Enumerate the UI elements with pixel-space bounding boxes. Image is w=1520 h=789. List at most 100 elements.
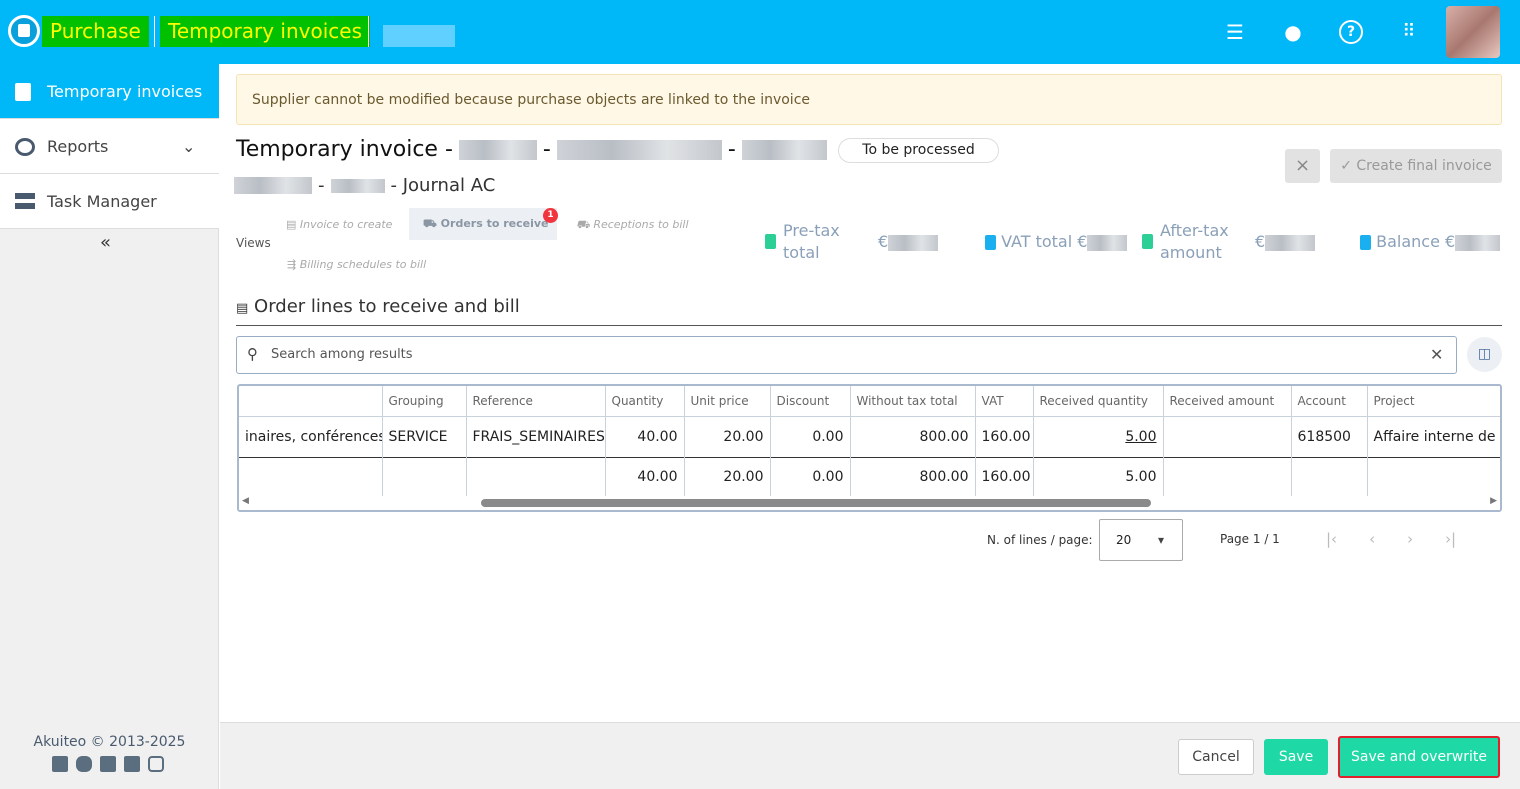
views-label: Views <box>236 236 271 250</box>
lightbulb-icon[interactable]: ● <box>1284 20 1302 44</box>
column-header[interactable]: Received amount <box>1163 386 1292 417</box>
document-icon <box>765 234 776 249</box>
balance: Balance € <box>1360 231 1501 253</box>
total-cell: 40.00 <box>605 457 685 496</box>
table-cell: Affaire interne de l <box>1367 416 1500 457</box>
avatar[interactable] <box>1446 6 1500 58</box>
last-page-icon[interactable]: ›| <box>1445 530 1457 548</box>
cancel-invoice-button[interactable]: × <box>1285 149 1320 183</box>
page-title: Temporary invoice - - - <box>236 137 827 162</box>
column-header[interactable]: Account <box>1291 386 1368 417</box>
document-dollar-icon <box>985 235 996 250</box>
total-cell <box>239 457 383 496</box>
total-cell <box>466 457 606 496</box>
column-header[interactable]: Reference <box>466 386 606 417</box>
app-logo-icon[interactable] <box>8 15 40 47</box>
table-cell: 160.00 <box>975 416 1034 457</box>
total-cell <box>1291 457 1368 496</box>
warning-alert: Supplier cannot be modified because purc… <box>236 74 1502 125</box>
total-cell: 5.00 <box>1033 457 1164 496</box>
pre-tax-total: Pre-tax total <box>765 220 845 264</box>
horizontal-scrollbar[interactable]: ◀ ▶ <box>239 496 1500 510</box>
breadcrumb-temporary-invoices[interactable]: Temporary invoices <box>160 16 371 47</box>
sidebar-item-task-manager[interactable]: Task Manager <box>0 174 219 229</box>
total-cell <box>382 457 467 496</box>
sidebar-item-reports[interactable]: Reports ⌄ <box>0 119 219 174</box>
page-subtitle: - - Journal AC <box>234 175 495 196</box>
document-dollar-icon <box>1360 235 1371 250</box>
sidebar-item-temporary-invoices[interactable]: Temporary invoices <box>0 64 219 119</box>
column-header[interactable]: Grouping <box>382 386 467 417</box>
next-page-icon[interactable]: › <box>1407 530 1414 548</box>
tab-receptions-to-bill[interactable]: ⛟ Receptions to bill <box>576 218 689 231</box>
column-settings-button[interactable]: ◫ <box>1467 337 1502 372</box>
section-title: ▤ Order lines to receive and bill <box>236 296 1502 326</box>
table-cell: SERVICE <box>382 416 467 457</box>
table-cell: 20.00 <box>684 416 771 457</box>
prev-page-icon[interactable]: ‹ <box>1369 530 1376 548</box>
lines-per-page-label: N. of lines / page: <box>987 533 1093 547</box>
table-cell[interactable]: 5.00 <box>1033 416 1164 457</box>
clear-search-icon[interactable]: ✕ <box>1430 345 1444 364</box>
chevron-down-icon[interactable]: ⌄ <box>182 137 196 156</box>
column-header[interactable]: Project <box>1367 386 1500 417</box>
table-cell: 0.00 <box>770 416 851 457</box>
table-cell: 618500 <box>1291 416 1368 457</box>
create-final-invoice-button[interactable]: ✓ Create final invoice <box>1330 149 1502 183</box>
column-header[interactable]: Received quantity <box>1033 386 1164 417</box>
save-and-overwrite-button[interactable]: Save and overwrite <box>1338 736 1500 778</box>
total-cell: 160.00 <box>975 457 1034 496</box>
tab-billing-schedules-to-bill[interactable]: ⇶ Billing schedules to bill <box>287 258 427 271</box>
total-cell: 20.00 <box>684 457 771 496</box>
table-icon: ▤ <box>236 301 249 316</box>
copyright: Akuiteo © 2013-2025 <box>33 734 186 750</box>
table-cell: FRAIS_SEMINAIRES <box>466 416 606 457</box>
total-cell <box>1163 457 1292 496</box>
column-header[interactable]: Unit price <box>684 386 771 417</box>
notification-badge: 1 <box>543 208 558 223</box>
sidebar: Temporary invoices Reports ⌄ Task Manage… <box>0 64 219 789</box>
total-cell <box>1367 457 1500 496</box>
chart-icon <box>15 138 35 156</box>
search-input[interactable]: ⚲ Search among results ✕ <box>236 336 1457 374</box>
top-bar: Purchase Temporary invoices ☰ ● ? ⠿ <box>0 0 1520 64</box>
column-header[interactable]: Quantity <box>605 386 685 417</box>
server-icon <box>15 193 35 209</box>
sidebar-item-label: Temporary invoices <box>47 82 203 101</box>
document-icon <box>1142 234 1153 249</box>
save-button[interactable]: Save <box>1264 739 1328 775</box>
column-header[interactable]: Discount <box>770 386 851 417</box>
collapse-sidebar-button[interactable]: « <box>100 232 112 253</box>
breadcrumb-purchase[interactable]: Purchase <box>42 16 149 47</box>
column-header[interactable]: VAT <box>975 386 1034 417</box>
lines-per-page-select[interactable]: 20 ▾ <box>1099 519 1183 561</box>
linkedin-icon[interactable] <box>100 756 116 772</box>
search-icon: ⚲ <box>247 345 258 363</box>
status-badge: To be processed <box>838 138 999 163</box>
instagram-icon[interactable] <box>148 756 164 772</box>
akuiteo-icon[interactable] <box>52 756 68 772</box>
table-cell: 800.00 <box>850 416 976 457</box>
first-page-icon[interactable]: |‹ <box>1326 530 1338 548</box>
sidebar-item-label: Reports <box>47 137 109 156</box>
sliders-icon[interactable]: ☰ <box>1226 20 1244 44</box>
facebook-icon[interactable] <box>124 756 140 772</box>
total-cell: 800.00 <box>850 457 976 496</box>
bluesky-icon[interactable] <box>76 756 92 772</box>
total-cell: 0.00 <box>770 457 851 496</box>
help-icon[interactable]: ? <box>1339 20 1363 44</box>
apps-grid-icon[interactable]: ⠿ <box>1402 21 1416 42</box>
tab-invoice-to-create[interactable]: ▤ Invoice to create <box>286 218 393 231</box>
caret-down-icon: ▾ <box>1158 533 1165 547</box>
order-lines-table: Grouping Reference Quantity Unit price Disco… <box>237 384 1502 512</box>
column-header[interactable] <box>239 386 383 417</box>
cancel-button[interactable]: Cancel <box>1178 739 1254 775</box>
tab-orders-to-receive[interactable]: ⛟ Orders to receive 1 <box>409 208 558 240</box>
column-header[interactable]: Without tax total <box>850 386 976 417</box>
scrollbar-thumb[interactable] <box>481 499 1151 507</box>
blurred-context <box>383 25 455 47</box>
vat-total: VAT total € <box>985 231 1128 253</box>
sidebar-item-label: Task Manager <box>47 192 157 211</box>
invoice-clock-icon <box>15 83 31 101</box>
table-cell: inaires, conférences <box>239 416 383 457</box>
